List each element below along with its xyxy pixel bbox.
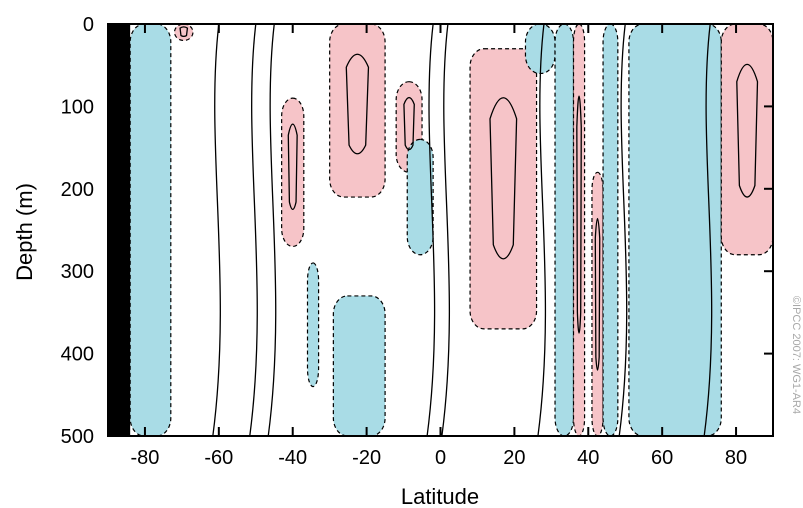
positive-anomaly-region-2 bbox=[281, 97, 305, 248]
contour-line-0 bbox=[212, 24, 221, 436]
x-tick-label: -80 bbox=[130, 447, 159, 469]
land-mask-layer bbox=[108, 24, 131, 436]
x-tick-label: 0 bbox=[435, 447, 446, 469]
negative-anomaly-region-5 bbox=[406, 138, 434, 256]
contour-line-6 bbox=[618, 24, 628, 436]
contour-line-positive-15 bbox=[736, 63, 759, 198]
y-tick-label: 400 bbox=[61, 344, 94, 366]
positive-anomaly-region-8 bbox=[469, 48, 538, 330]
contour-line-3 bbox=[426, 24, 436, 436]
positive-anomaly-region-15 bbox=[720, 24, 773, 256]
contour-line-1 bbox=[249, 24, 258, 436]
y-tick-label: 200 bbox=[61, 179, 94, 201]
x-tick-label: -40 bbox=[278, 447, 307, 469]
y-tick-label: 100 bbox=[61, 96, 94, 118]
anomaly-fill-regions bbox=[129, 24, 773, 436]
negative-anomaly-region-0 bbox=[129, 24, 172, 436]
plot-area bbox=[108, 24, 773, 436]
negative-anomaly-region-13 bbox=[602, 24, 619, 436]
contour-line-7 bbox=[703, 24, 713, 436]
x-axis: -80 -60 -40 -20 0 20 40 60 80 bbox=[130, 24, 747, 469]
x-tick-label: 80 bbox=[725, 447, 747, 469]
contour-line-positive-2 bbox=[287, 123, 298, 211]
y-axis: 0 100 200 300 400 500 bbox=[61, 14, 773, 448]
contour-line-positive-11 bbox=[576, 95, 582, 334]
contour-line-2 bbox=[267, 24, 277, 436]
x-tick-label: 60 bbox=[651, 447, 673, 469]
negative-anomaly-region-10 bbox=[554, 24, 575, 436]
y-axis-title: Depth (m) bbox=[12, 183, 37, 281]
contour-line-5 bbox=[537, 24, 547, 436]
credit-text: ©IPCC 2007: WG1-AR4 bbox=[790, 296, 802, 414]
contour-lines bbox=[179, 24, 759, 436]
x-tick-label: -20 bbox=[352, 447, 381, 469]
y-tick-label: 500 bbox=[61, 426, 94, 448]
y-tick-label: 0 bbox=[83, 14, 94, 36]
positive-anomaly-region-3 bbox=[329, 24, 386, 198]
negative-anomaly-region-14 bbox=[628, 24, 722, 436]
x-tick-label: 40 bbox=[577, 447, 599, 469]
positive-anomaly-region-12 bbox=[591, 171, 604, 436]
positive-anomaly-region-11 bbox=[572, 24, 586, 436]
contour-line-positive-1 bbox=[179, 26, 189, 38]
x-axis-title: Latitude bbox=[401, 484, 479, 508]
contour-line-positive-4 bbox=[403, 96, 415, 151]
y-tick-label: 300 bbox=[61, 261, 94, 283]
x-tick-label: 20 bbox=[503, 447, 525, 469]
positive-anomaly-region-1 bbox=[173, 24, 194, 42]
land-mask bbox=[108, 24, 131, 436]
contour-line-positive-8 bbox=[489, 97, 518, 260]
contour-line-4 bbox=[441, 24, 451, 436]
x-tick-label: -60 bbox=[204, 447, 233, 469]
negative-anomaly-region-7 bbox=[332, 295, 386, 436]
contour-line-positive-3 bbox=[345, 53, 370, 155]
negative-anomaly-region-6 bbox=[306, 262, 320, 388]
contour-line-positive-12 bbox=[594, 217, 601, 371]
